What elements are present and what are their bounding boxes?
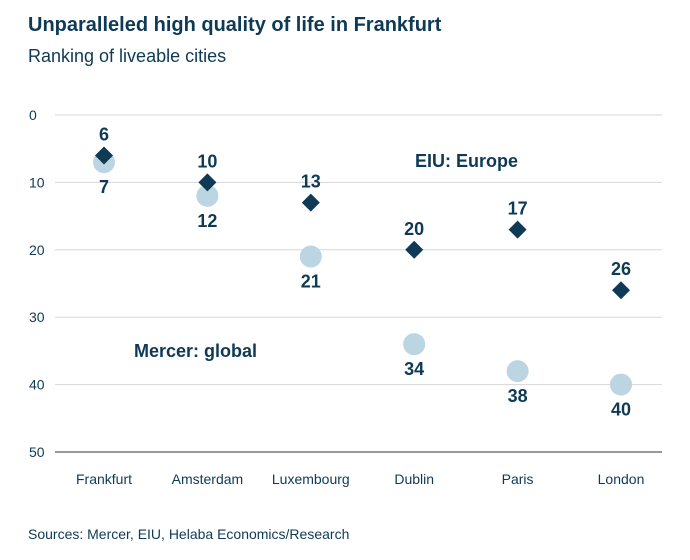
x-tick-label: Frankfurt <box>76 471 132 487</box>
mercer-data-label: 40 <box>611 400 631 420</box>
mercer-point <box>506 360 529 383</box>
x-tick-label: Amsterdam <box>172 471 244 487</box>
mercer-data-label: 34 <box>404 359 424 379</box>
eiu-data-label: 10 <box>197 151 217 171</box>
legend-eiu: EIU: Europe <box>415 151 518 171</box>
eiu-data-label: 6 <box>99 124 109 144</box>
eiu-point <box>612 281 630 300</box>
mercer-point <box>299 245 322 268</box>
x-tick-label: Paris <box>502 471 534 487</box>
eiu-point <box>198 173 217 192</box>
x-tick-label: Dublin <box>394 471 434 487</box>
chart-title: Unparalleled high quality of life in Fra… <box>28 14 442 36</box>
mercer-data-label: 7 <box>99 177 109 197</box>
eiu-data-label: 13 <box>301 172 321 192</box>
mercer-point <box>196 184 219 207</box>
mercer-point <box>403 333 426 356</box>
x-tick-label: Luxembourg <box>272 471 350 487</box>
chart-subtitle: Ranking of liveable cities <box>28 46 227 66</box>
eiu-point <box>405 240 424 259</box>
mercer-point <box>610 373 632 396</box>
y-tick-label: 50 <box>29 444 45 460</box>
eiu-point <box>95 146 113 165</box>
y-tick-label: 40 <box>29 377 45 393</box>
eiu-data-label: 20 <box>404 219 424 239</box>
source-note: Sources: Mercer, EIU, Helaba Economics/R… <box>28 526 350 542</box>
x-tick-label: London <box>598 471 645 487</box>
y-tick-label: 10 <box>29 174 45 190</box>
y-tick-label: 20 <box>29 242 45 258</box>
y-tick-label: 0 <box>29 107 37 123</box>
mercer-data-label: 12 <box>197 211 217 231</box>
eiu-data-label: 17 <box>508 199 528 219</box>
legend-mercer: Mercer: global <box>134 341 257 361</box>
eiu-point <box>301 193 320 212</box>
mercer-data-label: 21 <box>301 272 321 292</box>
eiu-data-label: 26 <box>611 259 631 279</box>
y-tick-label: 30 <box>29 309 45 325</box>
mercer-data-label: 38 <box>508 386 528 406</box>
eiu-point <box>508 220 527 239</box>
